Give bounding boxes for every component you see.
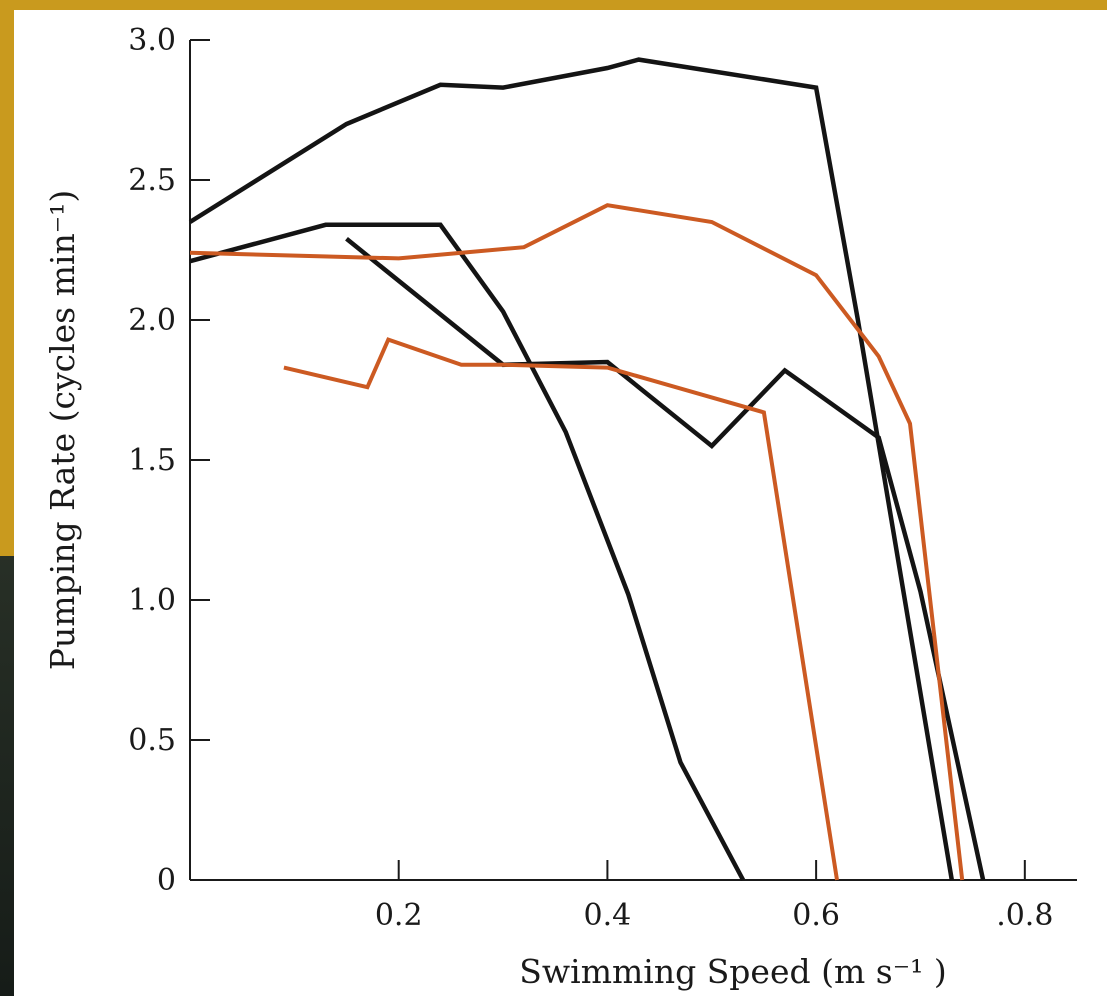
y-tick-label: 0 <box>157 863 176 898</box>
x-tick-label: .0.8 <box>996 898 1053 933</box>
series-line-2 <box>189 222 746 882</box>
x-axis-title: Swimming Speed (m s⁻¹ ) <box>519 952 946 991</box>
series-line-1 <box>188 57 955 881</box>
y-axis-title: Pumping Rate (cycles min⁻¹) <box>43 190 82 670</box>
y-tick-label: 1.0 <box>128 583 176 618</box>
chart-series <box>188 57 986 882</box>
y-tick-label: 0.5 <box>128 723 176 758</box>
x-tick-label: 0.6 <box>792 898 840 933</box>
x-tick-label: 0.2 <box>375 898 423 933</box>
chart-ticks: 0 0.5 1.0 1.5 2.0 2.5 3.0 0.2 0.4 0.6 .0.8 <box>128 23 1053 933</box>
series-line-5 <box>283 337 839 881</box>
series-line-3 <box>345 237 986 881</box>
y-tick-label: 2.0 <box>128 303 176 338</box>
series-line-4 <box>189 203 965 881</box>
chart-axes <box>189 40 1077 881</box>
chart-panel <box>14 10 1107 996</box>
y-tick-label: 3.0 <box>128 23 176 58</box>
y-tick-label: 2.5 <box>128 163 176 198</box>
x-tick-label: 0.4 <box>584 898 632 933</box>
y-tick-label: 1.5 <box>128 443 176 478</box>
